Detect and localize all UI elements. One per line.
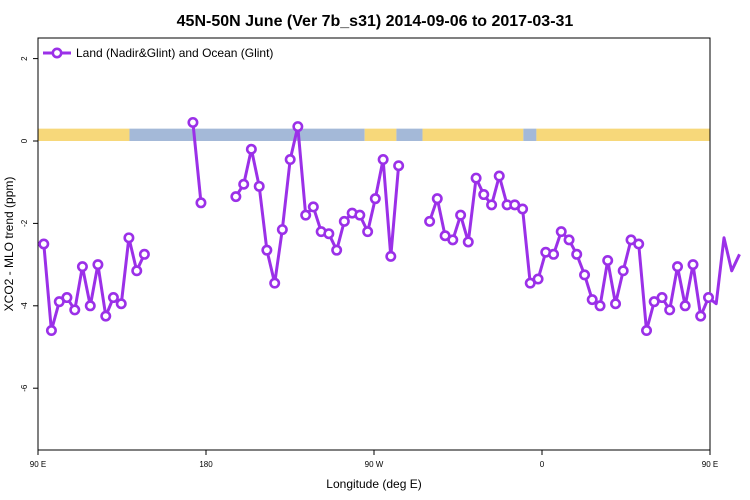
data-point [610, 298, 622, 310]
surface-bar-segment-ocean [523, 128, 537, 141]
y-tick-label: -2 [20, 219, 29, 227]
data-point [269, 277, 281, 289]
data-point [431, 193, 443, 205]
data-point [238, 178, 250, 190]
data-point [100, 310, 112, 322]
data-point [292, 121, 304, 133]
data-point [377, 154, 389, 166]
x-tick-label: 180 [199, 460, 213, 469]
data-point [245, 143, 257, 155]
y-axis: 2 0 -2 -4 -6 [20, 56, 38, 392]
data-point [354, 209, 366, 221]
data-point [687, 259, 699, 271]
data-point [107, 292, 119, 304]
data-point [695, 310, 707, 322]
legend-marker [51, 47, 63, 59]
surface-bar-segment-land [38, 128, 130, 141]
data-point [84, 300, 96, 312]
series-layer [38, 116, 741, 337]
data-point [602, 254, 614, 266]
data-point [579, 269, 591, 281]
data-point [45, 325, 57, 337]
data-point [38, 238, 50, 250]
y-tick-label: -4 [20, 302, 29, 310]
series-line [42, 236, 146, 332]
data-point [594, 300, 606, 312]
legend-label: Land (Nadir&Glint) and Ocean (Glint) [76, 46, 273, 60]
surface-bar-segment-ocean [396, 128, 423, 141]
data-point [123, 232, 135, 244]
data-point [393, 160, 405, 172]
data-point [76, 261, 88, 273]
legend: Land (Nadir&Glint) and Ocean (Glint) [43, 46, 273, 60]
x-tick-label: 90 E [30, 460, 46, 469]
data-point [195, 197, 207, 209]
data-point [571, 248, 583, 260]
data-point [261, 244, 273, 256]
y-tick-label: 2 [20, 56, 29, 61]
data-point [300, 209, 312, 221]
data-point [138, 248, 150, 260]
data-point [424, 215, 436, 227]
data-point [672, 261, 684, 273]
y-tick-label: -6 [20, 384, 29, 392]
data-point [493, 170, 505, 182]
x-tick-label: 90 W [365, 460, 384, 469]
x-tick-label: 0 [540, 460, 545, 469]
data-point [478, 189, 490, 201]
x-axis-label: Longitude (deg E) [326, 477, 421, 491]
data-point [253, 180, 265, 192]
data-point [362, 226, 374, 238]
data-point [617, 265, 629, 277]
data-point [532, 273, 544, 285]
data-point [679, 300, 691, 312]
series-line [191, 122, 203, 203]
data-point [69, 304, 81, 316]
surface-bar-segment-land [364, 128, 397, 141]
data-point [338, 215, 350, 227]
data-point [703, 292, 715, 304]
surface-bar [38, 128, 710, 141]
data-point [517, 203, 529, 215]
data-point [447, 234, 459, 246]
data-point [230, 191, 242, 203]
data-point [331, 244, 343, 256]
data-point [369, 193, 381, 205]
data-point [455, 209, 467, 221]
series-line [234, 125, 401, 285]
data-point [664, 304, 676, 316]
data-point [586, 294, 598, 306]
plot-frame [37, 37, 711, 451]
x-axis: 90 E 180 90 W 0 90 E [30, 450, 718, 469]
data-point [61, 292, 73, 304]
y-axis-label: XCO2 - MLO trend (ppm) [2, 177, 16, 312]
data-point [115, 298, 127, 310]
data-point [470, 172, 482, 184]
series-line [428, 174, 741, 332]
data-point [548, 248, 560, 260]
data-point [131, 265, 143, 277]
data-point [656, 292, 668, 304]
data-point [486, 199, 498, 211]
data-point [641, 325, 653, 337]
x-tick-label: 90 E [702, 460, 718, 469]
data-point [462, 236, 474, 248]
data-point [307, 201, 319, 213]
data-point [385, 250, 397, 262]
y-tick-label: 0 [20, 138, 29, 143]
chart-title: 45N-50N June (Ver 7b_s31) 2014-09-06 to … [177, 13, 574, 30]
surface-bar-segment-land [422, 128, 524, 141]
surface-bar-segment-land [536, 128, 710, 141]
data-point [92, 259, 104, 271]
data-point [555, 226, 567, 238]
data-point [187, 116, 199, 128]
data-point [284, 154, 296, 166]
surface-bar-segment-ocean [129, 128, 365, 141]
data-point [276, 224, 288, 236]
data-point [633, 238, 645, 250]
data-point [323, 228, 335, 240]
data-point [563, 234, 575, 246]
